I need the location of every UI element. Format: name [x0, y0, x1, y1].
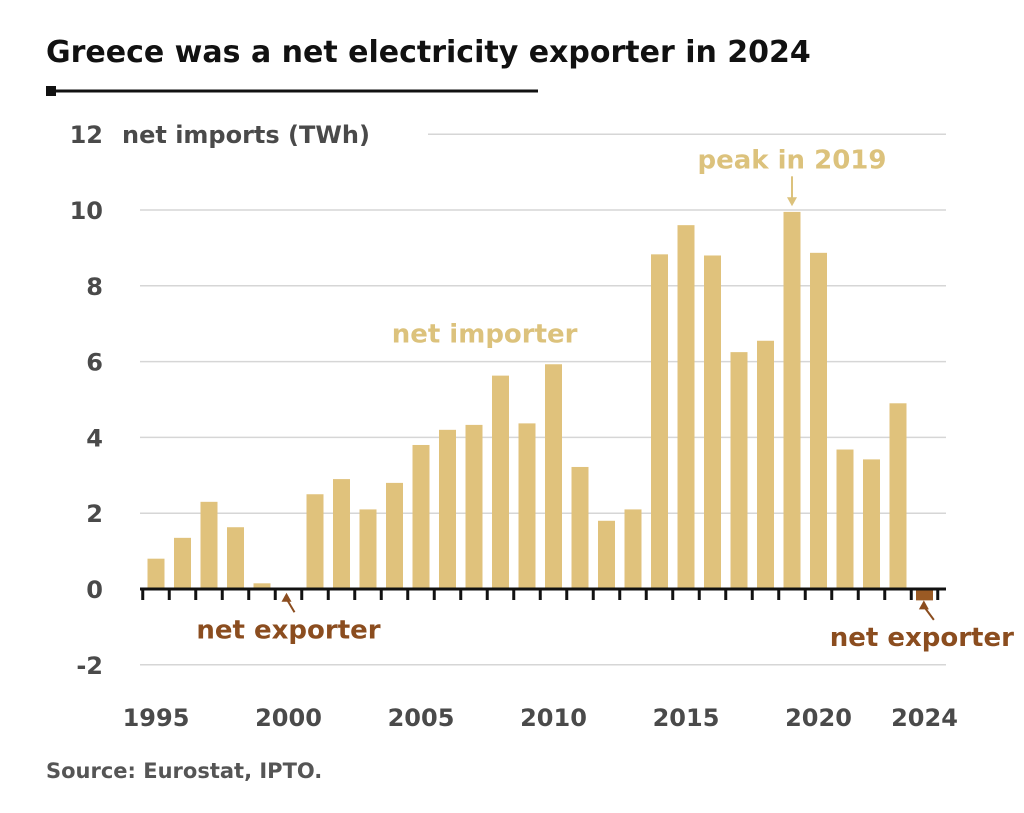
y-tick-label: 0 [86, 576, 103, 604]
bar-2021 [836, 449, 854, 589]
bar-2001 [306, 494, 324, 589]
bar-2004 [386, 482, 403, 589]
y-tick-label: 10 [70, 197, 103, 225]
y-tick-label: 2 [86, 500, 103, 528]
x-tick-label: 2024 [891, 704, 958, 732]
bar-1999 [253, 583, 271, 589]
bar-2015 [677, 225, 695, 589]
bar-1995 [147, 558, 165, 589]
x-tick-label: 1995 [123, 704, 190, 732]
x-tick-label: 2010 [520, 704, 587, 732]
bar-2023 [889, 403, 907, 589]
chart-title: Greece was a net electricity exporter in… [46, 35, 811, 70]
y-tick-label: 6 [86, 349, 103, 377]
bar-1996 [174, 537, 191, 589]
bar-2020 [810, 252, 827, 589]
bar-2005 [412, 444, 430, 589]
y-axis-label: net imports (TWh) [122, 121, 370, 149]
annotation-importer: net importer [392, 320, 578, 350]
source-note: Source: Eurostat, IPTO. [46, 759, 322, 783]
bar-1998 [227, 527, 244, 589]
bars [147, 211, 933, 601]
bar-2016 [704, 255, 721, 590]
bar-2007 [465, 424, 483, 589]
bar-2006 [439, 429, 456, 589]
bar-2002 [333, 479, 350, 589]
y-tick-label: -2 [76, 652, 103, 680]
gridlines: -2 0 2 4 6 8 10 12 net imports (TWh) [70, 121, 946, 680]
bar-2017 [730, 352, 748, 589]
annotation-importer: peak in 2019 [698, 145, 887, 175]
x-tick-label: 2015 [653, 704, 720, 732]
bar-2018 [757, 340, 774, 589]
bar-2024 [916, 589, 933, 601]
bar-2010 [545, 364, 562, 589]
bar-1997 [200, 501, 218, 589]
bar-2003 [359, 509, 377, 589]
bar-2011 [571, 466, 589, 589]
annotation-exporter: net exporter [196, 615, 380, 645]
x-tick-label: 2020 [785, 704, 852, 732]
annotations: net importer peak in 2019 net exporter net … [196, 145, 1014, 653]
bar-2013 [624, 509, 642, 589]
annotation-arrow-head [918, 600, 929, 610]
bar-2012 [598, 520, 615, 589]
bar-2009 [518, 423, 536, 589]
annotation-arrow-head [787, 197, 797, 207]
x-axis: 1995 2000 2005 2010 2015 2020 2024 [123, 587, 958, 732]
y-tick-label: 4 [86, 424, 103, 452]
y-tick-label: 8 [86, 273, 103, 301]
x-tick-label: 2005 [388, 704, 455, 732]
x-tick-label: 2000 [255, 704, 322, 732]
annotation-arrow-head [281, 592, 292, 602]
bar-2019 [783, 211, 801, 589]
bar-2014 [651, 254, 668, 589]
bar-2008 [492, 375, 509, 589]
y-tick-label: 12 [70, 121, 103, 149]
annotation-exporter: net exporter [830, 623, 1014, 653]
bar-2022 [863, 459, 880, 589]
